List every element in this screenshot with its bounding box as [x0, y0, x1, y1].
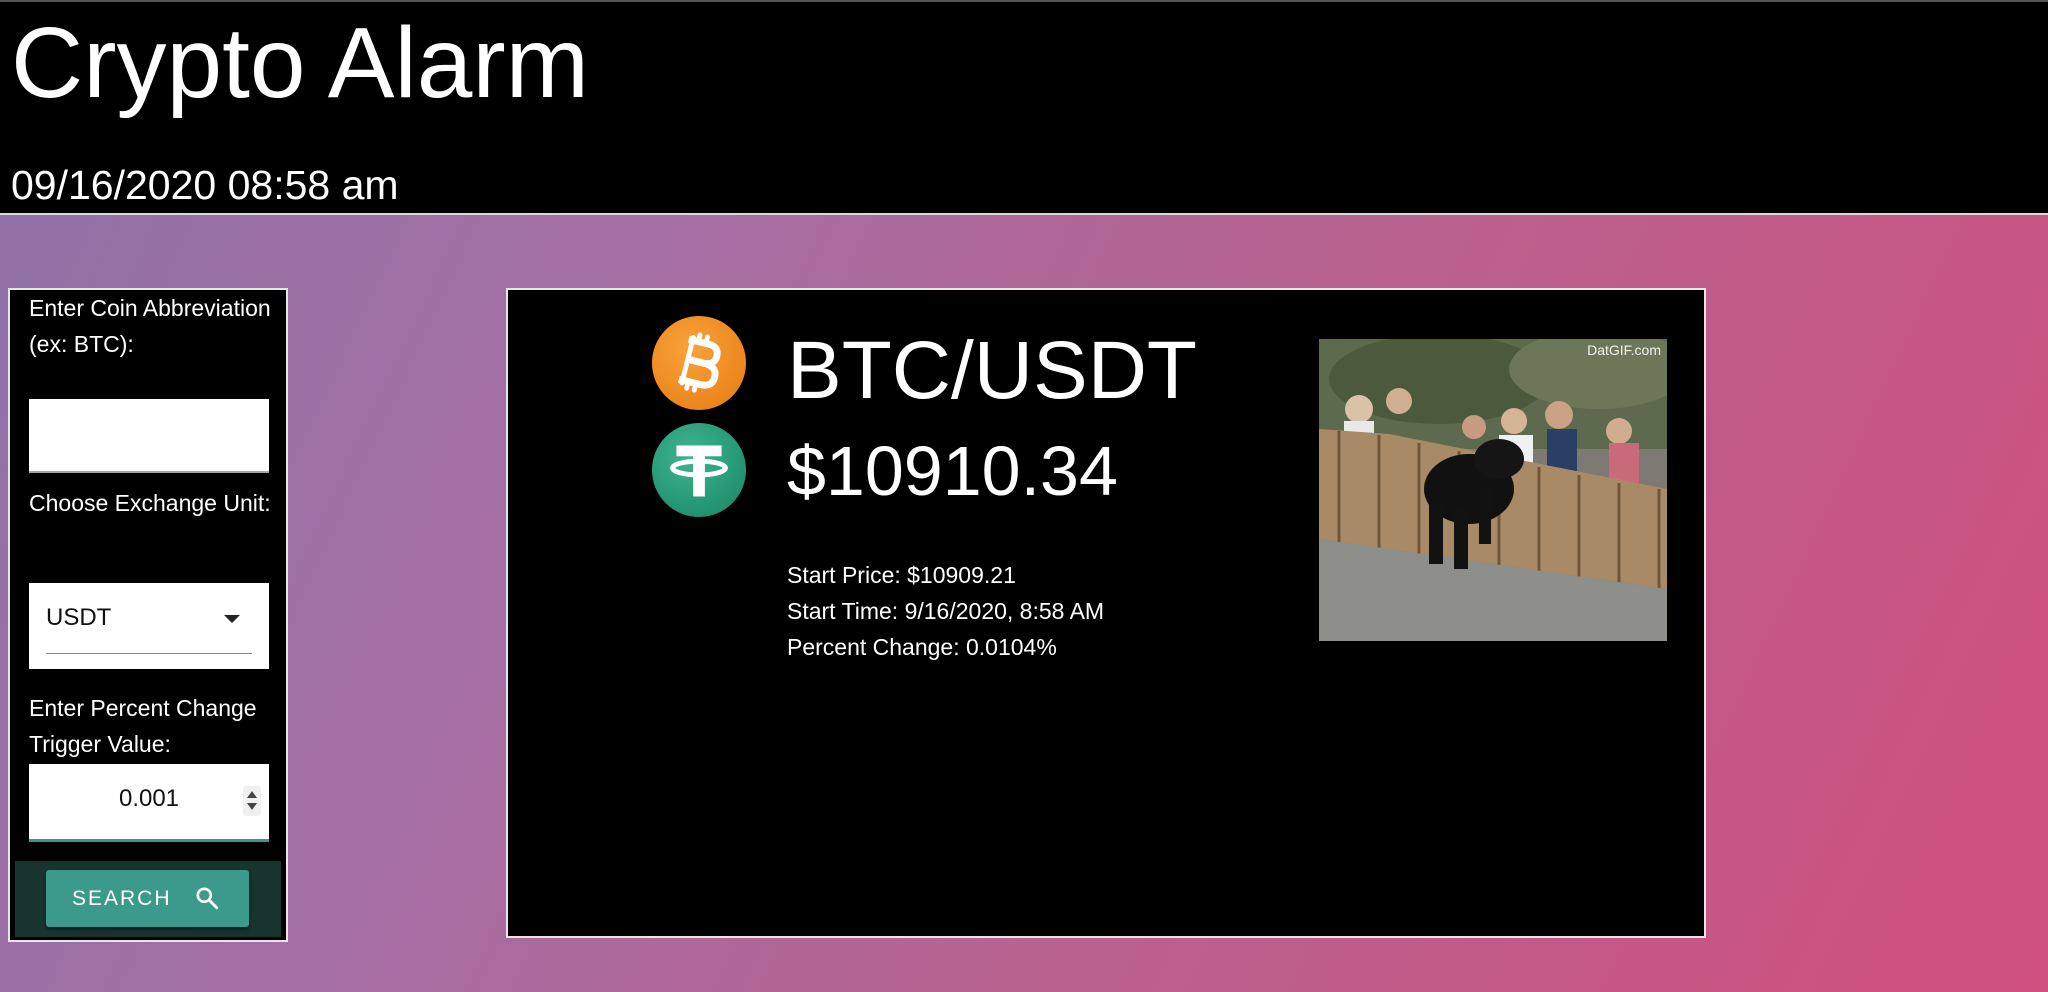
search-button-container: SEARCH	[15, 861, 281, 937]
percent-label: Enter Percent Change Trigger Value:	[29, 695, 257, 757]
select-underline	[46, 653, 252, 654]
percent-input[interactable]: 0.001	[29, 764, 269, 842]
exchange-select[interactable]: USDT	[29, 583, 269, 669]
spin-down-icon[interactable]	[247, 803, 257, 810]
gif-watermark: DatGIF.com	[1587, 342, 1661, 358]
tether-icon	[651, 422, 747, 518]
trading-pair: BTC/USDT	[787, 325, 1197, 416]
coin-label: Enter Coin Abbreviation (ex: BTC):	[29, 295, 271, 357]
exchange-selected-value: USDT	[46, 604, 112, 631]
search-button-label: SEARCH	[72, 887, 172, 910]
search-form: Enter Coin Abbreviation (ex: BTC): Choos…	[8, 288, 288, 942]
exchange-label: Choose Exchange Unit:	[29, 490, 271, 516]
percent-input-value: 0.001	[118, 785, 180, 812]
search-icon	[196, 887, 219, 910]
start-time: Start Time: 9/16/2020, 8:58 AM	[787, 598, 1105, 624]
percent-change: Percent Change: 0.0104%	[787, 634, 1057, 660]
bitcoin-icon	[651, 315, 747, 411]
dropdown-arrow-icon	[224, 615, 240, 623]
bull-gif: DatGIF.com	[1319, 339, 1667, 641]
search-button[interactable]: SEARCH	[46, 870, 249, 927]
start-price: Start Price: $10909.21	[787, 562, 1016, 588]
bull-gif-image	[1319, 339, 1667, 641]
app-title: Crypto Alarm	[11, 7, 589, 119]
app-header: Crypto Alarm 09/16/2020 08:58 am	[0, 0, 2048, 215]
number-spinner[interactable]	[243, 786, 261, 816]
current-datetime: 09/16/2020 08:58 am	[11, 162, 399, 208]
coin-input[interactable]	[29, 399, 269, 473]
spin-up-icon[interactable]	[247, 791, 257, 798]
ticker-panel: BTC/USDT $10910.34 Start Price: $10909.2…	[506, 288, 1706, 938]
current-price: $10910.34	[787, 432, 1118, 510]
